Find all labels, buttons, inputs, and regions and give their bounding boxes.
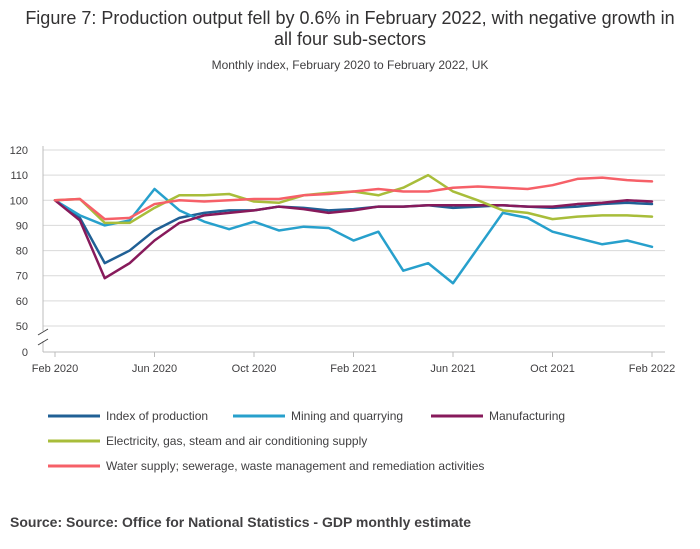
x-tick-label: Jun 2021 <box>430 363 475 375</box>
gridlines <box>43 149 665 327</box>
axis-break-mark <box>37 338 49 346</box>
x-tick-label: Oct 2021 <box>530 363 575 375</box>
series-line <box>53 199 654 280</box>
legend-label: Electricity, gas, steam and air conditio… <box>106 434 367 448</box>
x-axis: Feb 2020 Jun 2020 Oct 2020 Feb 2021 Jun 2021… <box>32 351 675 375</box>
y-tick-label: 100 <box>10 195 28 207</box>
chart-subtitle: Monthly index, February 2020 to February… <box>211 58 489 72</box>
y-tick-label: 50 <box>16 321 28 333</box>
y-tick-label: 80 <box>16 246 28 258</box>
axis-break-mark <box>37 328 49 336</box>
x-tick-label: Feb 2020 <box>32 363 78 375</box>
y-tick-label: 110 <box>10 170 28 182</box>
x-tick-label: Oct 2020 <box>232 363 277 375</box>
legend-label: Mining and quarrying <box>291 409 403 423</box>
series-line <box>53 187 654 285</box>
x-tick-label: Feb 2022 <box>629 363 675 375</box>
legend-label: Manufacturing <box>489 409 565 423</box>
x-tick-label: Feb 2021 <box>330 363 376 375</box>
y-tick-label: 70 <box>16 271 28 283</box>
source-note: Source: Source: Office for National Stat… <box>10 514 472 530</box>
y-axis: 0 50 60 70 80 90 100 110 120 <box>10 145 49 359</box>
y-tick-label: 120 <box>10 145 28 157</box>
legend-label: Index of production <box>106 409 208 423</box>
y-tick-label: 60 <box>16 296 28 308</box>
legend: Index of production Mining and quarrying M… <box>48 409 565 473</box>
y-tick-label: 0 <box>22 347 28 359</box>
series-line <box>53 176 654 221</box>
y-tick-label: 90 <box>16 220 28 232</box>
x-tick-label: Jun 2020 <box>132 363 177 375</box>
chart-title: Figure 7: Production output fell by 0.6%… <box>25 8 675 49</box>
series-lines <box>53 173 654 285</box>
legend-label: Water supply; sewerage, waste management… <box>106 459 484 473</box>
